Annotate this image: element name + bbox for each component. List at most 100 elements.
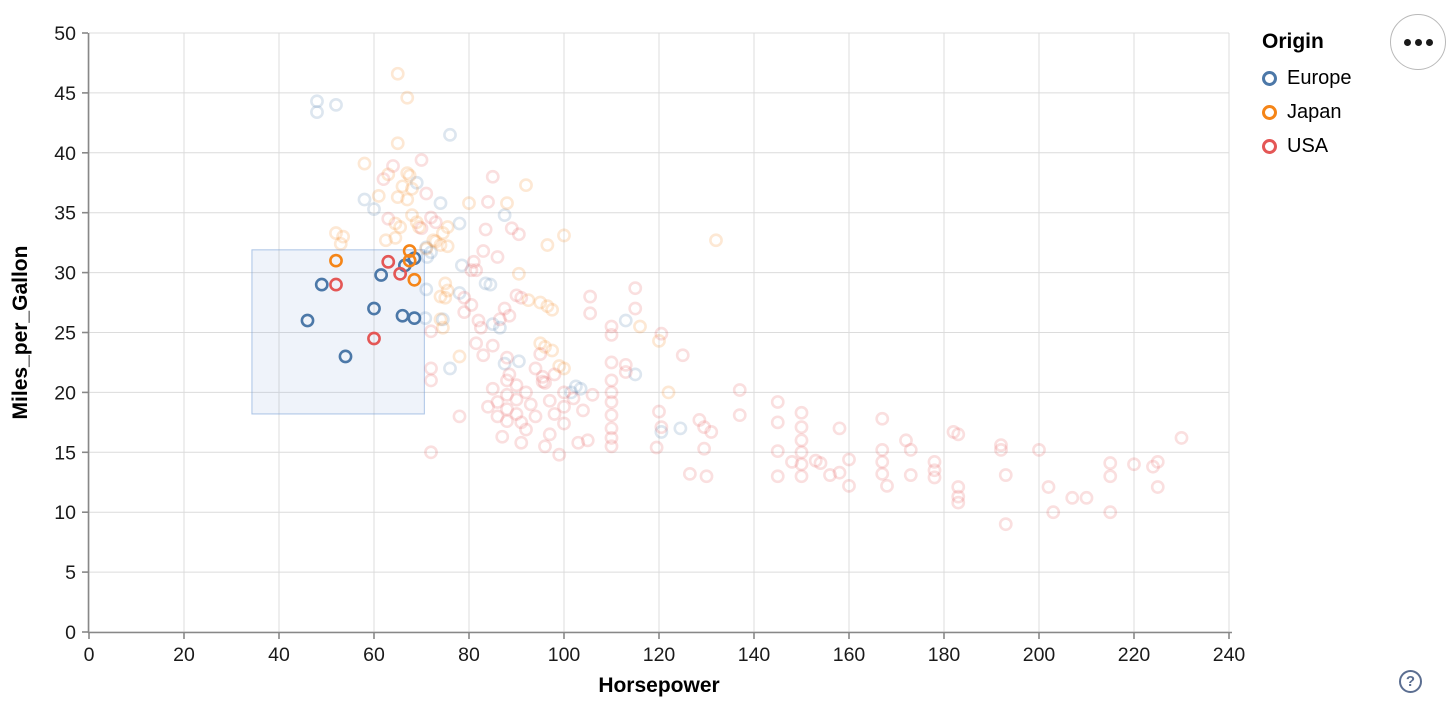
data-point[interactable] — [994, 443, 1008, 457]
data-point[interactable] — [951, 489, 966, 504]
data-point[interactable] — [329, 226, 343, 240]
data-point[interactable] — [770, 444, 785, 459]
data-point[interactable] — [407, 311, 422, 326]
data-point[interactable] — [1065, 490, 1080, 505]
data-point[interactable] — [823, 468, 837, 482]
legend-item-europe[interactable]: Europe — [1262, 67, 1352, 90]
data-point[interactable] — [500, 387, 514, 402]
data-point[interactable] — [329, 277, 343, 292]
data-point[interactable] — [400, 90, 415, 105]
data-point[interactable] — [533, 347, 548, 361]
data-point[interactable] — [1127, 457, 1141, 472]
data-point[interactable] — [951, 427, 966, 442]
data-point[interactable] — [500, 373, 514, 388]
data-point[interactable] — [557, 399, 571, 414]
data-point[interactable] — [314, 277, 329, 292]
data-point[interactable] — [523, 397, 538, 412]
data-point[interactable] — [557, 385, 571, 400]
data-point[interactable] — [435, 312, 450, 327]
data-point[interactable] — [492, 312, 507, 327]
data-point[interactable] — [329, 97, 343, 112]
legend-item-japan[interactable]: Japan — [1262, 101, 1352, 124]
data-point[interactable] — [371, 189, 386, 203]
data-point[interactable] — [585, 387, 600, 402]
data-point[interactable] — [618, 313, 633, 328]
data-point[interactable] — [440, 220, 455, 234]
data-point[interactable] — [542, 427, 557, 442]
data-point[interactable] — [583, 289, 598, 304]
data-point[interactable] — [951, 495, 966, 510]
data-point[interactable] — [405, 181, 419, 196]
data-point[interactable] — [785, 454, 799, 469]
data-point[interactable] — [903, 443, 918, 457]
data-point[interactable] — [419, 240, 434, 255]
data-point[interactable] — [357, 156, 372, 171]
data-point[interactable] — [509, 407, 524, 421]
data-point[interactable] — [402, 253, 417, 268]
data-point[interactable] — [500, 196, 514, 211]
data-point[interactable] — [509, 392, 524, 407]
data-point[interactable] — [652, 333, 666, 348]
data-point[interactable] — [842, 478, 856, 493]
data-point[interactable] — [433, 196, 448, 211]
data-point[interactable] — [492, 320, 507, 335]
data-point[interactable] — [604, 439, 619, 454]
data-point[interactable] — [424, 445, 438, 460]
data-point[interactable] — [454, 258, 469, 273]
data-point[interactable] — [338, 349, 353, 364]
data-point[interactable] — [424, 361, 438, 376]
data-point[interactable] — [381, 211, 396, 226]
data-point[interactable] — [402, 168, 417, 183]
data-point[interactable] — [794, 457, 809, 472]
data-point[interactable] — [604, 355, 619, 370]
data-point[interactable] — [1079, 490, 1094, 505]
data-point[interactable] — [418, 311, 433, 326]
data-point[interactable] — [794, 469, 809, 484]
data-point[interactable] — [1150, 454, 1165, 469]
data-point[interactable] — [414, 153, 429, 167]
data-point[interactable] — [813, 456, 828, 470]
data-point[interactable] — [1103, 469, 1118, 484]
data-point[interactable] — [452, 409, 467, 424]
data-point[interactable] — [576, 403, 590, 418]
data-point[interactable] — [462, 196, 476, 211]
data-point[interactable] — [875, 454, 890, 469]
data-point[interactable] — [927, 454, 942, 469]
data-point[interactable] — [386, 159, 400, 173]
data-point[interactable] — [557, 416, 571, 431]
help-button[interactable]: ? — [1399, 670, 1422, 693]
data-point[interactable] — [478, 276, 493, 291]
data-point[interactable] — [628, 301, 643, 316]
data-point[interactable] — [390, 66, 405, 81]
data-point[interactable] — [452, 349, 467, 364]
data-point[interactable] — [604, 385, 619, 400]
data-point[interactable] — [794, 433, 809, 448]
data-point[interactable] — [538, 375, 552, 390]
data-point[interactable] — [794, 445, 809, 460]
data-point[interactable] — [604, 408, 619, 423]
data-point[interactable] — [732, 383, 747, 397]
data-point[interactable] — [899, 433, 913, 448]
data-point[interactable] — [388, 230, 403, 245]
data-point[interactable] — [333, 236, 348, 251]
data-point[interactable] — [329, 253, 343, 268]
data-point[interactable] — [552, 359, 567, 373]
data-point[interactable] — [502, 367, 517, 382]
data-point[interactable] — [490, 250, 505, 264]
data-point[interactable] — [538, 339, 552, 354]
data-point[interactable] — [438, 276, 453, 291]
data-point[interactable] — [419, 241, 434, 256]
data-point[interactable] — [367, 331, 381, 346]
data-point[interactable] — [464, 263, 479, 278]
data-point[interactable] — [770, 415, 785, 430]
data-point[interactable] — [500, 402, 514, 417]
data-point[interactable] — [604, 327, 619, 342]
data-point[interactable] — [435, 226, 450, 240]
data-point[interactable] — [457, 290, 472, 305]
data-point[interactable] — [424, 373, 438, 388]
data-point[interactable] — [388, 216, 403, 231]
data-point[interactable] — [500, 414, 514, 429]
data-point[interactable] — [464, 298, 479, 312]
data-point[interactable] — [433, 289, 448, 304]
data-point[interactable] — [426, 233, 441, 248]
